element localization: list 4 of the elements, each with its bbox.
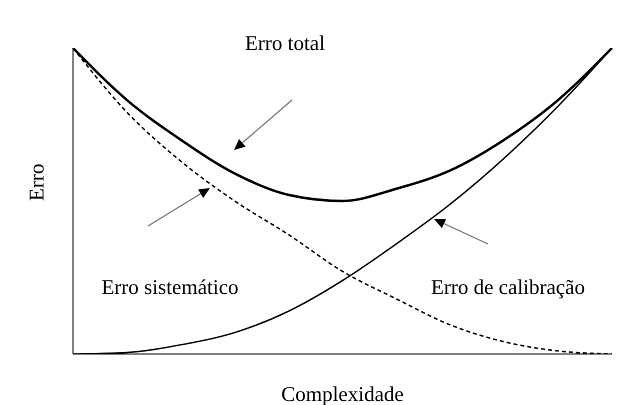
annotation: Erro total	[245, 31, 326, 55]
y-axis-title: Erro	[24, 164, 48, 201]
annotation: Erro sistemático	[101, 275, 239, 299]
annotation: Erro de calibração	[431, 275, 585, 299]
